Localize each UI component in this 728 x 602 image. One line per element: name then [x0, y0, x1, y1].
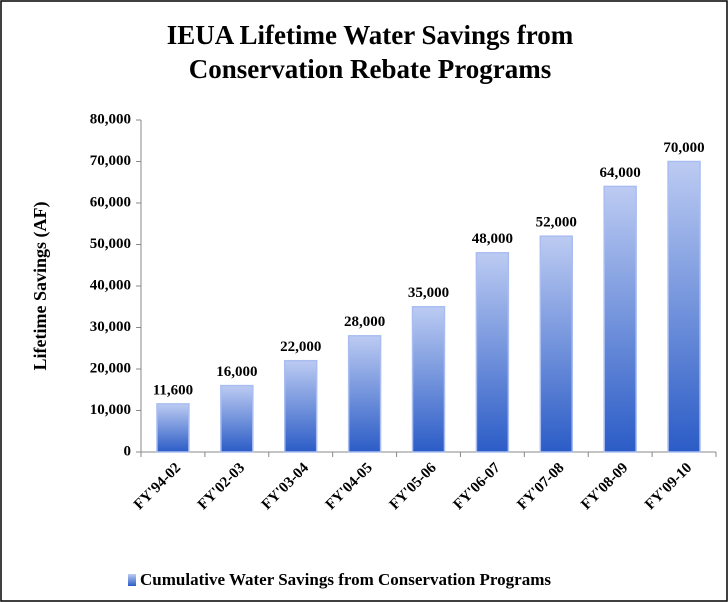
y-tick-label: 60,000 — [90, 194, 131, 210]
bar — [539, 235, 573, 453]
bar — [284, 359, 318, 453]
data-label: 70,000 — [663, 140, 704, 156]
y-tick-label: 10,000 — [90, 402, 131, 418]
data-label: 16,000 — [216, 364, 257, 380]
bar — [220, 384, 254, 453]
y-tick-label: 0 — [124, 443, 132, 459]
y-tick-label: 50,000 — [90, 236, 131, 252]
y-tick-label: 40,000 — [90, 277, 131, 293]
chart-title: Conservation Rebate Programs — [189, 54, 551, 84]
y-tick-label: 20,000 — [90, 360, 131, 376]
data-label: 35,000 — [408, 285, 449, 301]
data-label: 22,000 — [280, 339, 321, 355]
y-tick-label: 30,000 — [90, 319, 131, 335]
bar — [475, 252, 510, 453]
bar — [411, 306, 446, 453]
data-label: 64,000 — [600, 165, 641, 181]
chart-title: IEUA Lifetime Water Savings from — [167, 20, 574, 50]
legend-swatch — [128, 574, 136, 586]
bar — [603, 185, 637, 453]
bar — [667, 160, 701, 453]
data-label: 52,000 — [536, 215, 577, 231]
legend-label: Cumulative Water Savings from Conservati… — [140, 570, 551, 589]
bar — [156, 403, 190, 453]
data-label: 48,000 — [472, 231, 513, 247]
data-label: 11,600 — [153, 382, 193, 398]
y-axis-label: Lifetime Savings (AF) — [30, 202, 51, 371]
y-tick-label: 70,000 — [90, 153, 131, 169]
bar — [347, 335, 382, 453]
y-tick-label: 80,000 — [90, 111, 131, 127]
data-label: 28,000 — [344, 314, 385, 330]
